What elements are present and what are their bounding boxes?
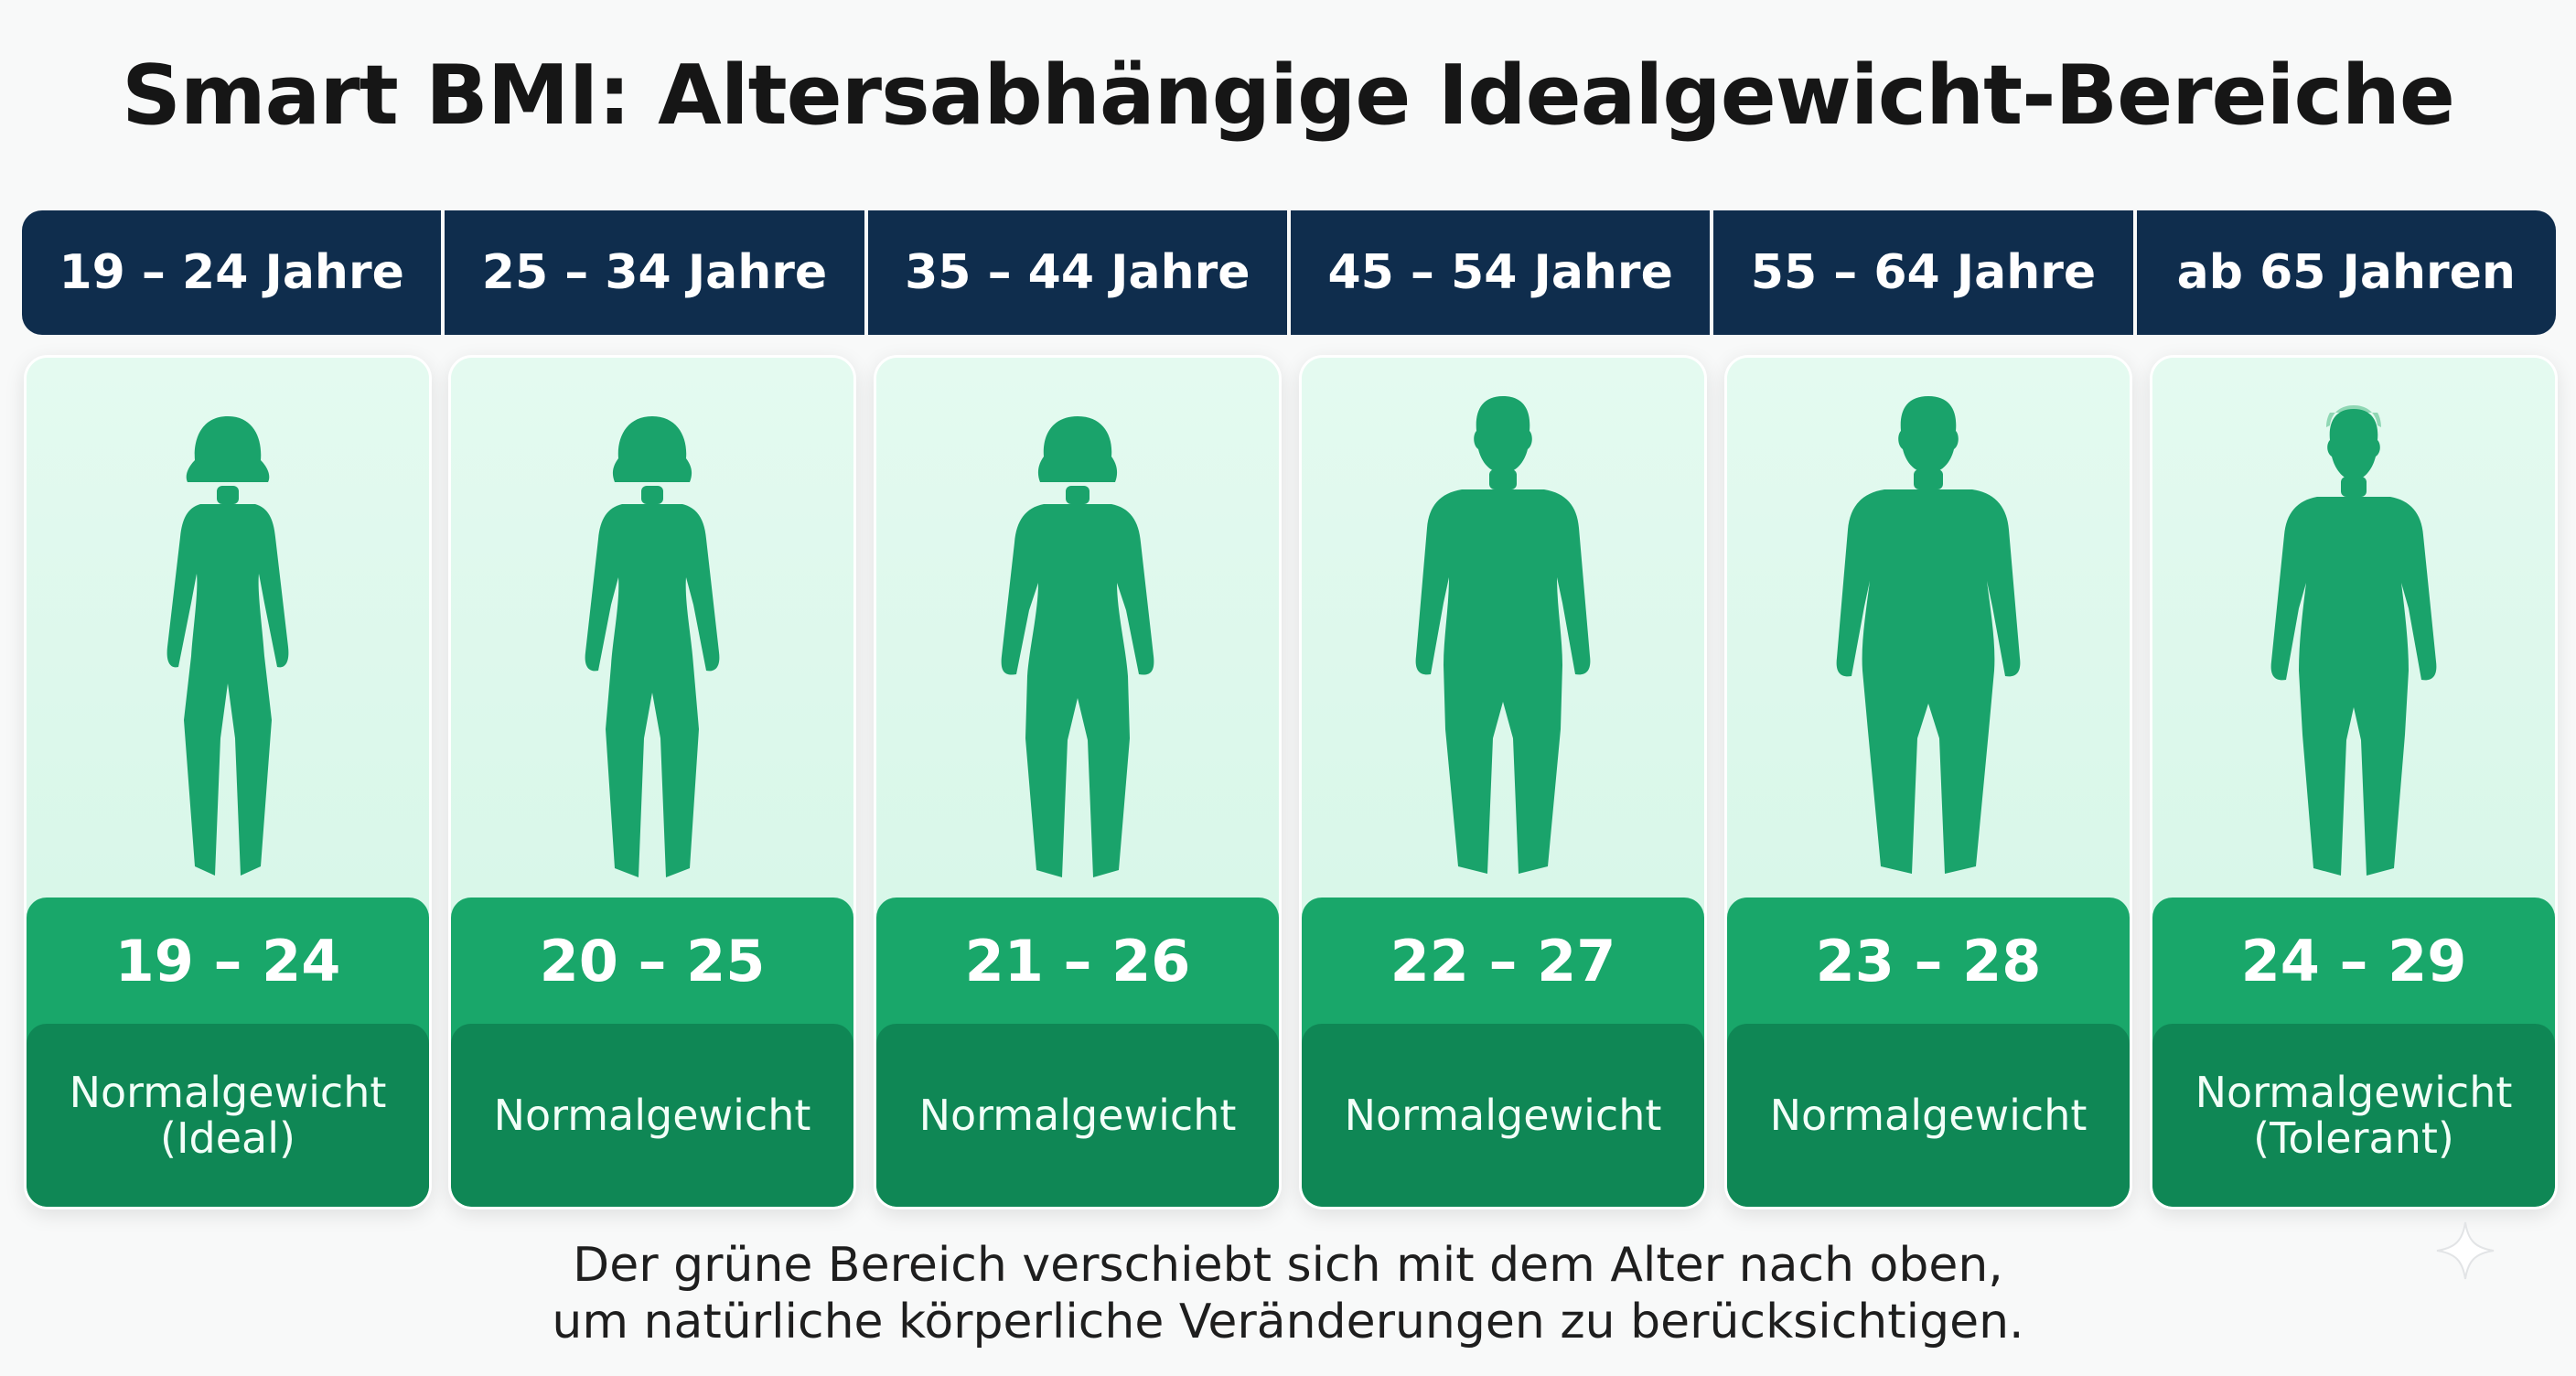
bmi-range-block: 22 – 27 Normalgewicht — [1302, 898, 1704, 1207]
age-card-35-44: 21 – 26 Normalgewicht — [874, 355, 1282, 1209]
bmi-range-block: 21 – 26 Normalgewicht — [876, 898, 1279, 1207]
age-header-35-44: 35 – 44 Jahre — [868, 210, 1291, 335]
bmi-range-block: 24 – 29 Normalgewicht (Tolerant) — [2152, 898, 2555, 1207]
age-header-65-plus: ab 65 Jahren — [2176, 245, 2516, 300]
age-header-row: 19 – 24 Jahre 25 – 34 Jahre 35 – 44 Jahr… — [22, 210, 2556, 335]
weight-category-label: Normalgewicht — [1344, 1091, 1662, 1140]
age-card-19-24: 19 – 24 Normalgewicht (Ideal) — [24, 355, 432, 1209]
age-header-19-24: 19 – 24 Jahre — [22, 210, 445, 335]
weight-category-box: Normalgewicht (Tolerant) — [2152, 1024, 2555, 1207]
bmi-range-value: 24 – 29 — [2240, 928, 2467, 994]
age-card-45-54: 22 – 27 Normalgewicht — [1299, 355, 1707, 1209]
age-header-45-54: 45 – 54 Jahre — [1291, 210, 1714, 335]
woman-slim-icon — [136, 409, 319, 885]
weight-category-label: Normalgewicht (Tolerant) — [2195, 1068, 2513, 1163]
weight-category-box: Normalgewicht — [876, 1024, 1279, 1207]
weight-category-box: Normalgewicht — [451, 1024, 853, 1207]
sparkle-icon — [2433, 1219, 2497, 1283]
bmi-range-block: 19 – 24 Normalgewicht (Ideal) — [27, 898, 429, 1207]
bmi-range-value: 22 – 27 — [1390, 928, 1616, 994]
weight-category-box: Normalgewicht (Ideal) — [27, 1024, 429, 1207]
bmi-range-block: 23 – 28 Normalgewicht — [1727, 898, 2130, 1207]
weight-category-label: Normalgewicht (Ideal) — [69, 1068, 387, 1163]
man-average-icon — [1389, 391, 1617, 885]
bmi-range-value: 19 – 24 — [114, 928, 341, 994]
bmi-range-value: 21 – 26 — [964, 928, 1191, 994]
age-header-25-34: 25 – 34 Jahre — [445, 210, 868, 335]
weight-category-box: Normalgewicht — [1302, 1024, 1704, 1207]
weight-category-box: Normalgewicht — [1727, 1024, 2130, 1207]
weight-category-label: Normalgewicht — [493, 1091, 811, 1140]
age-card-55-64: 23 – 28 Normalgewicht — [1724, 355, 2132, 1209]
footnote: Der grüne Bereich verschiebt sich mit de… — [552, 1238, 2024, 1349]
woman-average-icon — [556, 409, 748, 885]
weight-category-label: Normalgewicht — [1769, 1091, 2088, 1140]
age-header-55-64: 55 – 64 Jahre — [1713, 210, 2137, 335]
age-card-25-34: 20 – 25 Normalgewicht — [448, 355, 856, 1209]
age-card-65-plus: 24 – 29 Normalgewicht (Tolerant) — [2150, 355, 2558, 1209]
woman-full-icon — [972, 409, 1183, 885]
weight-category-label: Normalgewicht — [918, 1091, 1237, 1140]
man-full-icon — [1809, 391, 2047, 885]
bmi-range-block: 20 – 25 Normalgewicht — [451, 898, 853, 1207]
bmi-range-value: 23 – 28 — [1815, 928, 2042, 994]
bmi-range-value: 20 – 25 — [539, 928, 766, 994]
page-title: Smart BMI: Altersabhängige Idealgewicht-… — [122, 48, 2455, 144]
senior-icon — [2244, 400, 2463, 885]
